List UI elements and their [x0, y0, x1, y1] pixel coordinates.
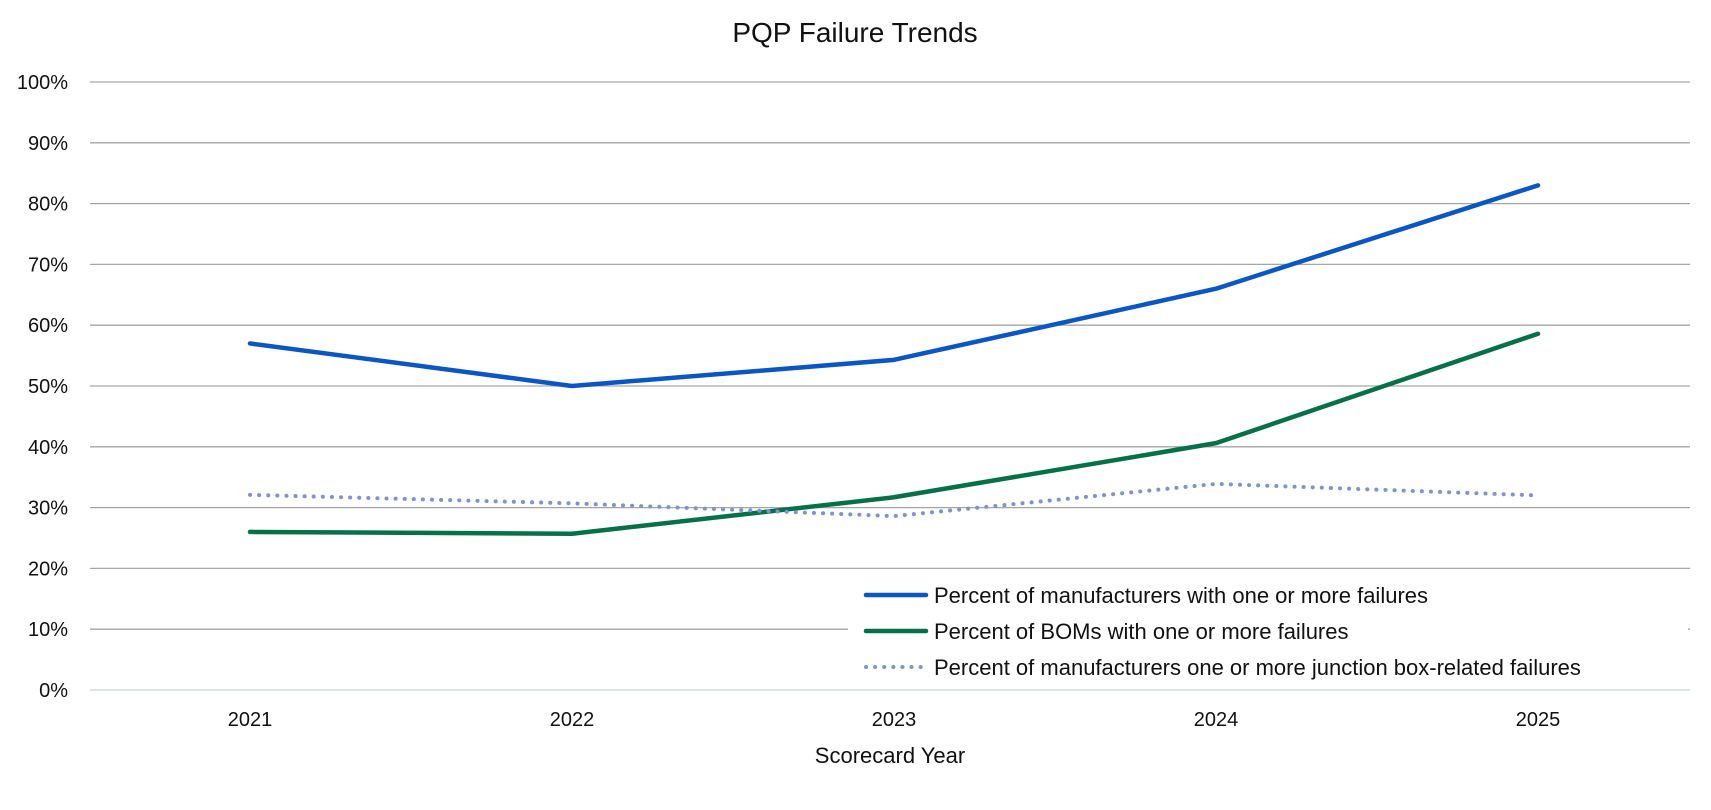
y-tick-label: 80% [28, 194, 68, 216]
y-tick-label: 10% [28, 619, 68, 641]
y-tick-label: 100% [17, 72, 68, 94]
y-tick-label: 40% [28, 437, 68, 459]
series-line-3 [248, 481, 1540, 519]
y-tick-label: 70% [28, 254, 68, 276]
x-axis-title: Scorecard Year [815, 743, 965, 768]
y-tick-label: 90% [28, 133, 68, 155]
legend-label-3: Percent of manufacturers one or more jun… [934, 655, 1581, 680]
legend-label-2: Percent of BOMs with one or more failure… [934, 619, 1349, 644]
y-tick-label: 0% [39, 680, 68, 702]
gridlines [90, 81, 1690, 691]
x-axis-ticks: 2021 2022 2023 2024 2025 [228, 709, 1561, 731]
series-line-1 [247, 183, 1541, 389]
x-tick-label: 2021 [228, 709, 273, 731]
y-tick-label: 60% [28, 315, 68, 337]
x-tick-label: 2022 [550, 709, 595, 731]
y-tick-label: 30% [28, 498, 68, 520]
y-axis-ticks: 0% 10% 20% 30% 40% 50% 60% 70% 80% 90% 100% [17, 72, 68, 702]
chart-title: PQP Failure Trends [732, 17, 977, 48]
series-lines [247, 183, 1541, 536]
legend-label-1: Percent of manufacturers with one or mor… [934, 583, 1428, 608]
x-tick-label: 2025 [1516, 709, 1561, 731]
legend-background [848, 575, 1688, 687]
y-tick-label: 50% [28, 376, 68, 398]
legend: Percent of manufacturers with one or mor… [848, 575, 1688, 687]
x-tick-label: 2023 [872, 709, 917, 731]
series-line-2 [247, 331, 1541, 536]
y-tick-label: 20% [28, 558, 68, 580]
x-tick-label: 2024 [1194, 709, 1239, 731]
